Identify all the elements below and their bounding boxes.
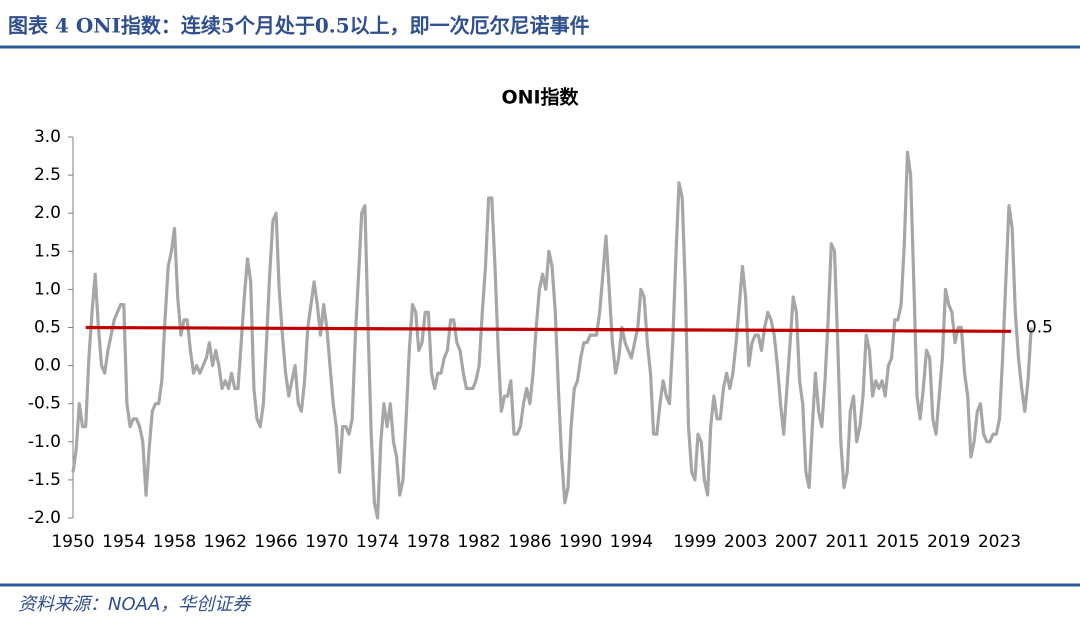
x-tick-label: 1986 — [508, 532, 551, 552]
y-tick-label: -2.0 — [28, 508, 61, 528]
x-tick-label: 1978 — [407, 532, 450, 552]
series-line — [85, 325, 1011, 333]
x-tick-label: 2003 — [724, 532, 767, 552]
x-tick-label: 2011 — [826, 532, 869, 552]
x-tick-label: 2019 — [927, 532, 970, 552]
x-tick-label: 1994 — [610, 532, 653, 552]
y-tick-label: -0.5 — [28, 394, 61, 414]
x-tick-label: 1958 — [153, 532, 196, 552]
x-tick-label: 2015 — [876, 532, 919, 552]
y-tick-label: 1.5 — [34, 241, 61, 261]
y-tick-label: 0.5 — [34, 318, 61, 338]
x-tick-label: 2007 — [775, 532, 818, 552]
plot: 3.0 2.5 2.0 1.5 1.0 0.5 0.0 -0.5 -1.0 -1.5 -2.0 195… — [28, 127, 1053, 552]
x-tick-label: 2023 — [978, 532, 1021, 552]
x-tick-label: 1974 — [356, 532, 399, 552]
x-tick-label: 1990 — [559, 532, 602, 552]
x-tick-label: 1999 — [673, 532, 716, 552]
series-line — [71, 150, 1033, 520]
y-tick-label: 2.0 — [34, 203, 61, 223]
chart-title: ONI指数 — [501, 86, 579, 109]
y-tick-label: -1.5 — [28, 470, 61, 490]
y-tick-label: 0.0 — [34, 356, 61, 376]
series-label: 0.5 — [1026, 317, 1053, 337]
y-tick-label: 1.0 — [34, 279, 61, 299]
x-tick-label: 1962 — [204, 532, 247, 552]
x-tick-label: 1950 — [51, 532, 94, 552]
source-note: 资料来源：NOAA，华创证券 — [18, 594, 252, 615]
y-tick-label: 2.5 — [34, 165, 61, 185]
x-tick-label: 1966 — [254, 532, 297, 552]
x-tick-label: 1970 — [305, 532, 348, 552]
y-tick-label: -1.0 — [28, 432, 61, 452]
y-tick-label: 3.0 — [34, 127, 61, 147]
header-title: 图表 4 ONI指数：连续5个月处于0.5以上，即一次厄尔尼诺事件 — [8, 14, 590, 38]
x-tick-label: 1954 — [102, 532, 145, 552]
x-tick-label: 1982 — [457, 532, 500, 552]
